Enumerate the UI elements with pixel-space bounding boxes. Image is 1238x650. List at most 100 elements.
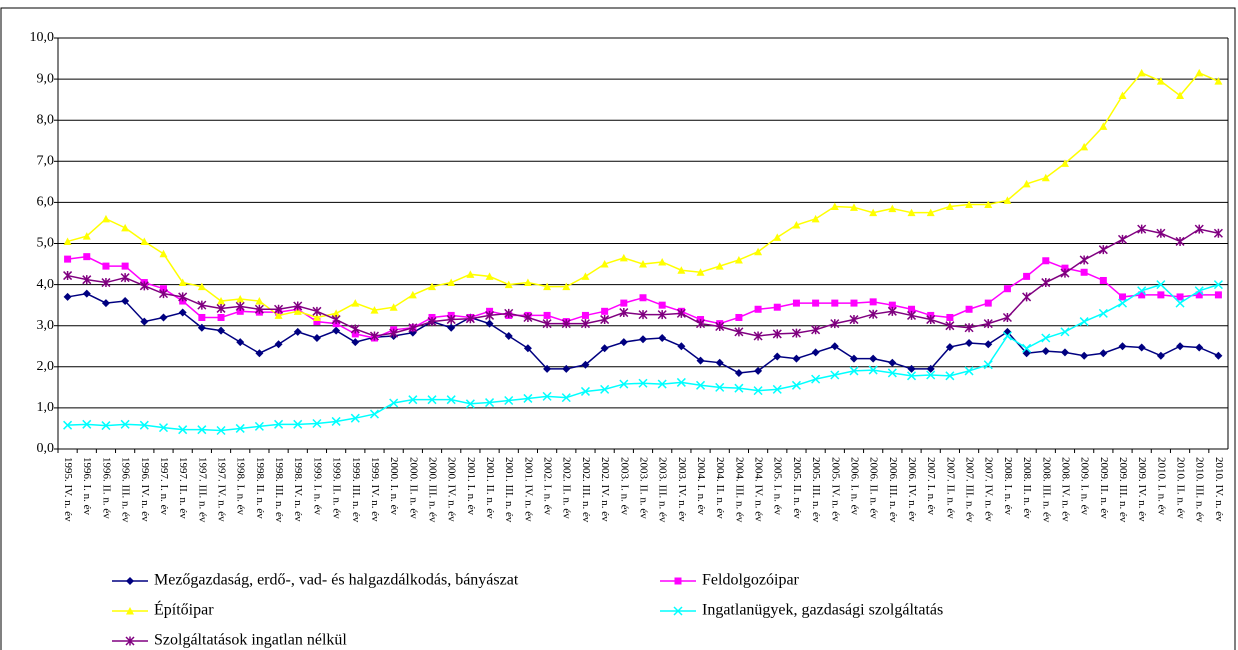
data-point: [1156, 280, 1166, 290]
data-point: [63, 237, 72, 245]
data-point: [63, 420, 73, 430]
data-point: [773, 233, 782, 241]
data-point: [1137, 224, 1147, 234]
data-point: [984, 340, 993, 349]
data-point: [217, 326, 226, 335]
data-point: [1042, 257, 1050, 265]
data-point: [64, 255, 72, 263]
y-tick-label: 6,0: [37, 195, 55, 210]
data-point: [447, 323, 456, 332]
data-point: [389, 328, 399, 338]
data-point: [907, 364, 916, 373]
data-point: [696, 380, 706, 390]
data-point: [849, 203, 858, 211]
data-point: [1079, 255, 1089, 265]
x-tick-label: 2009. II. n. év: [1098, 457, 1110, 519]
x-tick-label: 2006. III. n. év: [887, 457, 899, 523]
data-point: [236, 338, 245, 347]
data-point: [965, 305, 973, 313]
data-point: [197, 282, 206, 291]
data-point: [926, 208, 935, 217]
data-point: [197, 300, 207, 310]
data-point: [580, 386, 590, 396]
x-tick-label: 2008. III. n. év: [1040, 457, 1052, 523]
x-tick-label: 1997. IV. n. év: [216, 457, 228, 522]
data-point: [542, 319, 552, 329]
legend-label: Ingatlanügyek, gazdasági szolgáltatás: [702, 602, 943, 619]
data-point: [715, 358, 724, 367]
data-point: [1041, 333, 1051, 343]
x-tick-label: 2000. IV. n. év: [446, 457, 458, 522]
x-tick-label: 1998. III. n. év: [273, 457, 285, 523]
data-point: [1137, 286, 1147, 296]
data-point: [1157, 291, 1165, 299]
data-point: [255, 297, 264, 305]
data-point: [1194, 224, 1204, 234]
data-point: [82, 275, 92, 285]
y-tick-label: 3,0: [37, 318, 55, 333]
data-point: [888, 301, 896, 309]
data-point: [140, 317, 149, 326]
x-tick-label: 2004. IV. n. év: [753, 457, 765, 522]
data-point: [869, 298, 877, 306]
data-point: [504, 308, 514, 318]
data-point: [178, 425, 188, 435]
data-point: [139, 420, 149, 430]
data-point: [601, 307, 609, 315]
data-point: [926, 370, 936, 380]
data-point: [504, 395, 514, 406]
data-point: [888, 204, 897, 213]
x-tick-label: 2010. III. n. év: [1194, 457, 1206, 523]
y-tick-label: 9,0: [37, 71, 55, 86]
data-point: [217, 297, 226, 305]
data-point: [485, 272, 494, 280]
data-point: [1098, 245, 1108, 255]
data-point: [638, 310, 648, 320]
data-point: [619, 338, 628, 347]
data-point: [369, 409, 380, 419]
data-point: [792, 221, 801, 229]
data-point: [255, 349, 264, 358]
data-point: [102, 262, 110, 270]
data-point: [849, 366, 859, 376]
data-point: [561, 319, 571, 329]
data-point: [1156, 228, 1166, 238]
data-point: [1003, 196, 1012, 204]
data-point: [754, 366, 763, 375]
data-point: [830, 342, 839, 351]
data-point: [906, 371, 917, 381]
legend-marker: [673, 606, 683, 616]
chart-frame: [0, 7, 1236, 650]
data-point: [753, 386, 763, 396]
data-point: [734, 368, 743, 377]
data-point: [772, 329, 782, 339]
x-tick-label: 2000. III. n. év: [426, 457, 438, 523]
data-point: [1041, 347, 1050, 356]
data-point: [408, 290, 417, 299]
data-point: [313, 318, 321, 326]
data-point: [600, 344, 609, 353]
data-point: [734, 255, 743, 264]
x-tick-label: 2002. II. n. év: [561, 457, 573, 519]
data-point: [849, 354, 858, 363]
data-point: [236, 294, 245, 303]
data-point: [1176, 342, 1185, 351]
data-point: [908, 305, 916, 313]
data-point: [427, 317, 437, 327]
data-point: [1080, 142, 1089, 151]
y-tick-label: 8,0: [37, 112, 55, 127]
x-tick-label: 1996. III. n. év: [120, 457, 132, 523]
data-point: [715, 382, 725, 392]
x-tick-label: 1996. II. n. év: [100, 457, 112, 519]
data-point: [408, 323, 418, 333]
data-point: [543, 282, 552, 291]
data-point: [1098, 308, 1108, 318]
data-point: [1138, 291, 1146, 299]
x-tick-label: 2008. I. n. év: [1002, 457, 1014, 516]
data-point: [120, 419, 130, 429]
x-tick-label: 2002. I. n. év: [542, 457, 554, 516]
x-tick-label: 2003. IV. n. év: [676, 457, 688, 522]
data-point: [945, 343, 954, 352]
x-tick-label: 1995. IV. n. év: [62, 457, 74, 522]
